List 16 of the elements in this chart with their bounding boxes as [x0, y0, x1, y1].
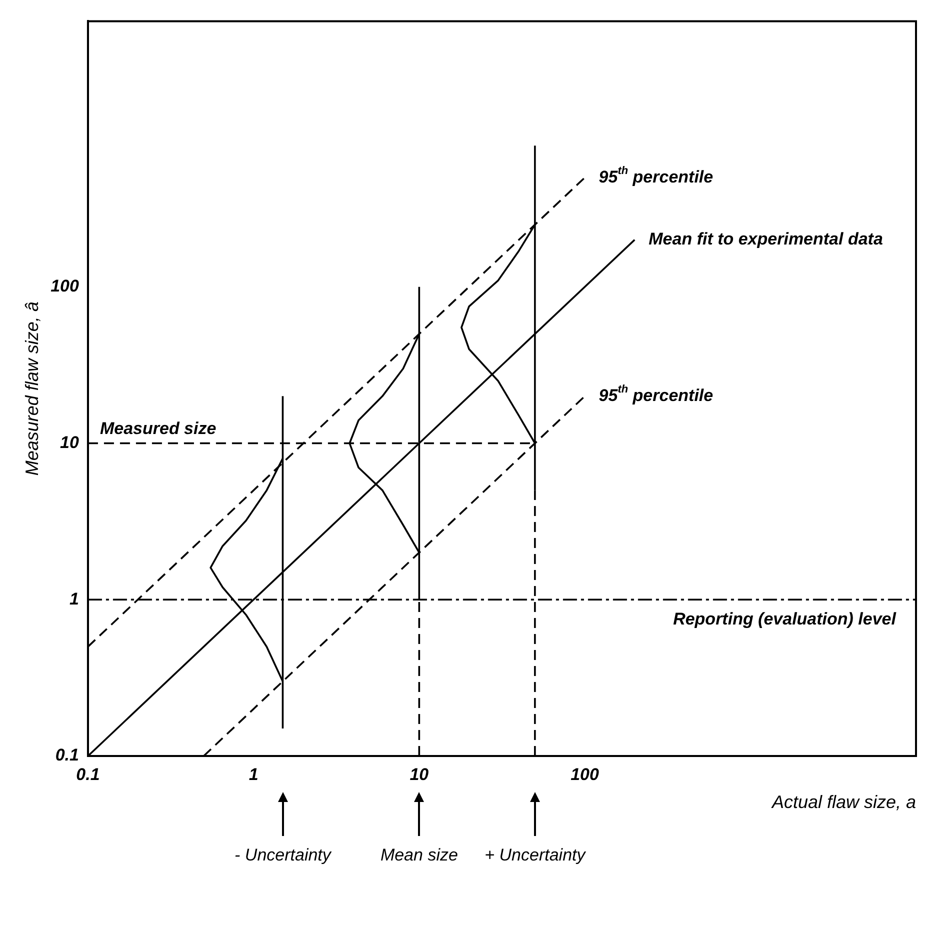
series-label: Mean fit to experimental data — [648, 229, 883, 248]
x-tick-label: 1 — [248, 764, 258, 784]
ref-line-label: Reporting (evaluation) level — [673, 609, 898, 628]
x-tick-label: 100 — [570, 764, 600, 784]
y-axis-title: Measured flaw size, â — [22, 302, 42, 476]
series-label: Measured size — [100, 418, 216, 438]
y-tick-label: 10 — [60, 432, 80, 452]
x-tick-label: 0.1 — [76, 764, 100, 784]
y-tick-label: 0.1 — [55, 746, 79, 765]
y-tick-label: 100 — [50, 276, 80, 296]
x-tick-label: 10 — [410, 764, 430, 784]
text: Mean size — [380, 846, 458, 865]
x-axis-title: Actual flaw size, a — [770, 792, 916, 812]
text: + Uncertainty — [484, 846, 587, 865]
y-tick-label: 1 — [69, 589, 79, 608]
text: - Uncertainty — [234, 846, 332, 865]
